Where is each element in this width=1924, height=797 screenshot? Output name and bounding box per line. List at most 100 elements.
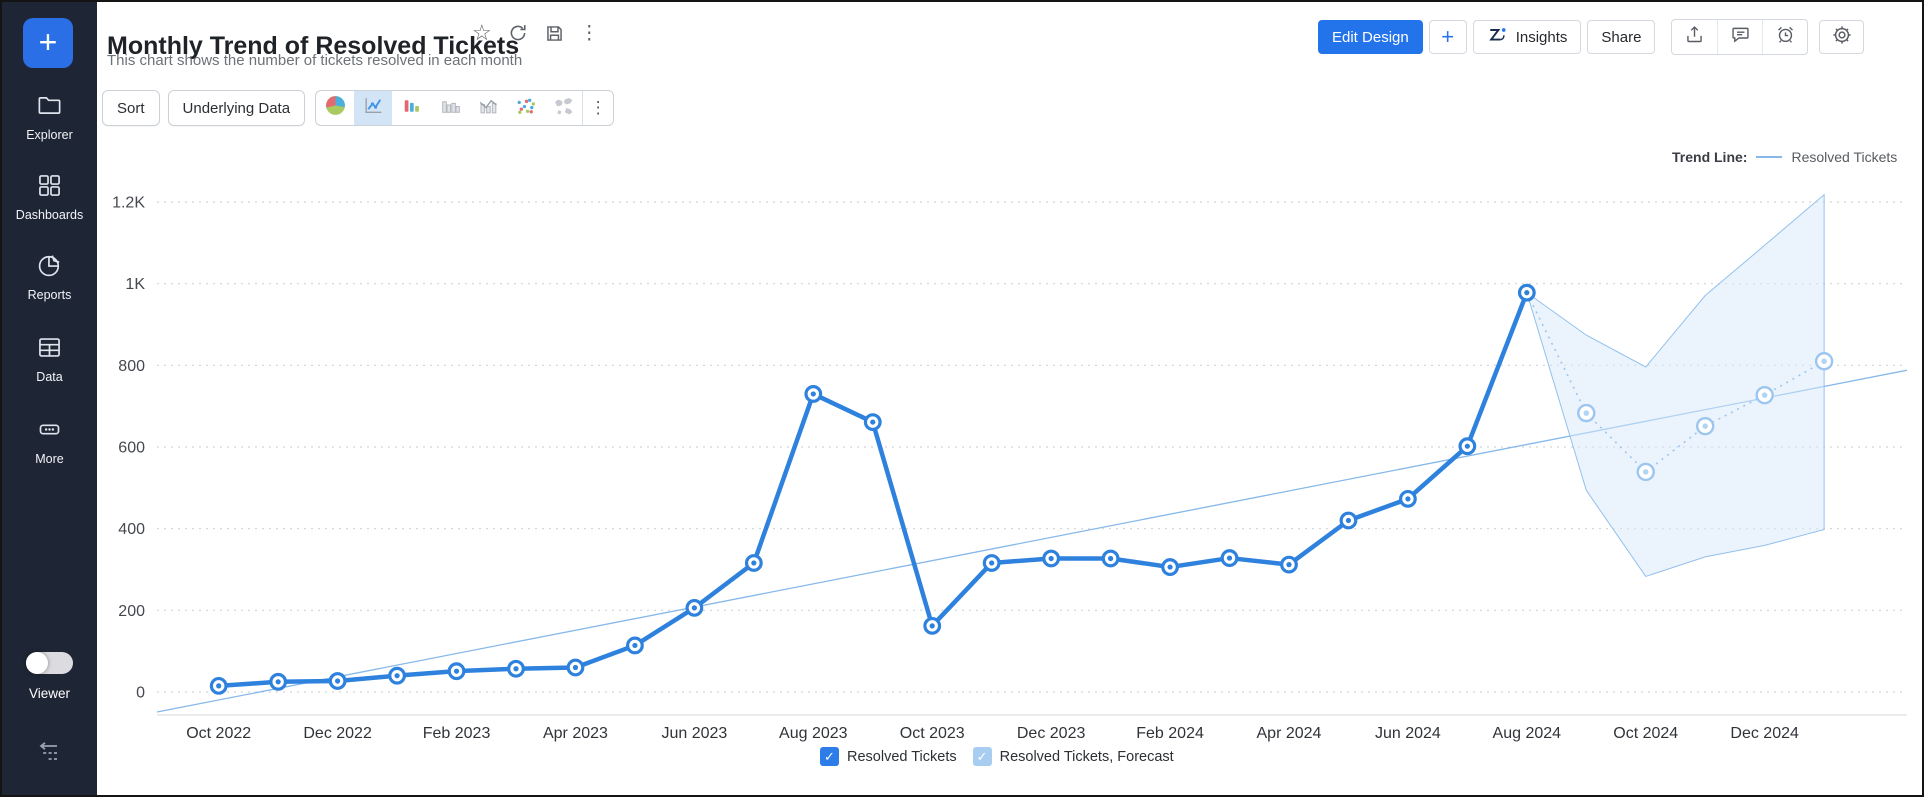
sidebar-item-more[interactable]: More bbox=[2, 416, 97, 466]
svg-text:1.2K: 1.2K bbox=[112, 195, 145, 212]
ellipsis-icon bbox=[36, 424, 63, 447]
svg-text:Oct 2022: Oct 2022 bbox=[186, 725, 251, 742]
trend-line-swatch bbox=[1756, 156, 1783, 158]
collapse-sidebar-button[interactable] bbox=[31, 740, 65, 769]
chart-type-line[interactable] bbox=[354, 91, 393, 125]
create-new-button[interactable]: + bbox=[23, 18, 73, 68]
page-title: Monthly Trend of Resolved Tickets bbox=[107, 31, 520, 60]
folder-icon bbox=[36, 97, 63, 123]
zia-icon bbox=[1487, 25, 1509, 49]
sidebar-item-label: Explorer bbox=[26, 128, 73, 142]
svg-text:Dec 2024: Dec 2024 bbox=[1730, 725, 1799, 742]
chart-type-grouped-bar[interactable] bbox=[430, 91, 468, 125]
forecast-line bbox=[1526, 292, 1825, 473]
add-button[interactable]: + bbox=[1428, 20, 1467, 54]
share-button[interactable]: Share bbox=[1587, 20, 1656, 54]
alert-icon bbox=[1775, 24, 1796, 50]
settings-button[interactable] bbox=[1819, 20, 1865, 54]
sidebar-item-label: Data bbox=[36, 370, 63, 384]
chart-type-bar-line[interactable] bbox=[468, 91, 506, 125]
line-chart-icon bbox=[362, 94, 385, 122]
more-vertical-icon[interactable]: ⋮ bbox=[579, 22, 599, 44]
resolved-tickets-markers bbox=[209, 283, 1536, 695]
y-axis-labels: 0 200 400 600 800 1K 1.2K bbox=[112, 195, 145, 702]
svg-text:Dec 2023: Dec 2023 bbox=[1017, 725, 1086, 742]
viewer-toggle[interactable] bbox=[26, 652, 73, 674]
chart-type-bar[interactable] bbox=[392, 91, 430, 125]
svg-text:200: 200 bbox=[118, 603, 145, 620]
star-icon[interactable]: ☆ bbox=[472, 20, 492, 45]
scatter-chart-icon bbox=[514, 94, 537, 122]
trend-chart[interactable]: 0 200 400 600 800 1K 1.2K Oct 2022 Dec 2022 Feb 2… bbox=[97, 142, 1912, 772]
collapse-arrow-icon bbox=[31, 742, 65, 769]
chart-type-scatter[interactable] bbox=[506, 91, 544, 125]
chart-type-more-button[interactable]: ⋮ bbox=[582, 91, 613, 125]
chart-type-map[interactable] bbox=[544, 91, 582, 125]
alerts-button[interactable] bbox=[1762, 20, 1807, 54]
svg-text:Jun 2023: Jun 2023 bbox=[661, 725, 727, 742]
trend-line-series: Resolved Tickets bbox=[1791, 149, 1898, 165]
export-icon bbox=[1684, 24, 1705, 50]
x-axis-labels: Oct 2022 Dec 2022 Feb 2023 Apr 2023 Jun 2023… bbox=[186, 725, 1799, 742]
zia-insights-label: Insights bbox=[1515, 28, 1568, 46]
sort-button[interactable]: Sort bbox=[102, 90, 160, 126]
forecast-markers bbox=[1577, 352, 1834, 482]
sidebar-item-label: Dashboards bbox=[15, 208, 84, 222]
refresh-icon[interactable] bbox=[507, 20, 529, 46]
legend-label: Resolved Tickets bbox=[847, 748, 957, 765]
toggle-knob bbox=[26, 652, 48, 674]
sidebar-item-reports[interactable]: Reports bbox=[2, 252, 97, 302]
svg-text:Feb 2023: Feb 2023 bbox=[423, 725, 491, 742]
gear-icon bbox=[1831, 24, 1853, 50]
svg-text:Oct 2024: Oct 2024 bbox=[1613, 725, 1678, 742]
svg-text:Aug 2024: Aug 2024 bbox=[1493, 725, 1562, 742]
viewer-label: Viewer bbox=[28, 686, 71, 701]
sidebar-item-dashboards[interactable]: Dashboards bbox=[2, 172, 97, 222]
svg-text:600: 600 bbox=[118, 440, 145, 457]
save-icon[interactable] bbox=[544, 20, 565, 46]
sidebar-item-data[interactable]: Data bbox=[2, 334, 97, 384]
chart-type-pie[interactable] bbox=[316, 91, 354, 125]
svg-text:Apr 2024: Apr 2024 bbox=[1257, 725, 1322, 742]
svg-text:Jun 2024: Jun 2024 bbox=[1375, 725, 1441, 742]
chart-type-selector: ⋮ bbox=[315, 90, 615, 126]
sidebar-item-label: More bbox=[35, 452, 64, 466]
svg-text:Dec 2022: Dec 2022 bbox=[303, 725, 372, 742]
zia-insights-button[interactable]: Insights bbox=[1472, 20, 1582, 54]
dashboard-grid-icon bbox=[36, 175, 63, 203]
svg-text:Apr 2023: Apr 2023 bbox=[543, 725, 608, 742]
forecast-band bbox=[1525, 193, 1825, 578]
sidebar: + Explorer Dashboards Reports bbox=[2, 2, 97, 795]
svg-text:800: 800 bbox=[118, 358, 145, 375]
trend-line-label: Trend Line: bbox=[1672, 149, 1748, 165]
svg-text:Oct 2023: Oct 2023 bbox=[900, 725, 965, 742]
legend-item-resolved-tickets[interactable]: Resolved Tickets bbox=[820, 747, 957, 766]
resolved-tickets-line bbox=[216, 290, 1530, 689]
underlying-data-button[interactable]: Underlying Data bbox=[167, 90, 306, 126]
svg-text:Aug 2023: Aug 2023 bbox=[779, 725, 848, 742]
svg-text:400: 400 bbox=[118, 521, 145, 538]
trend-line-legend: Trend Line: Resolved Tickets bbox=[1672, 149, 1897, 165]
export-button[interactable] bbox=[1672, 20, 1717, 54]
gridlines bbox=[157, 201, 1907, 693]
sidebar-item-label: Reports bbox=[27, 288, 72, 302]
grouped-bar-icon bbox=[438, 94, 461, 122]
legend-item-forecast[interactable]: Resolved Tickets, Forecast bbox=[972, 747, 1174, 766]
sidebar-item-explorer[interactable]: Explorer bbox=[2, 92, 97, 142]
chart-legend: Resolved Tickets Resolved Tickets, Forec… bbox=[820, 747, 1174, 766]
comment-icon bbox=[1730, 24, 1751, 50]
svg-text:0: 0 bbox=[136, 685, 145, 702]
page-subtitle: This chart shows the number of tickets r… bbox=[107, 52, 523, 69]
svg-text:1K: 1K bbox=[125, 276, 145, 293]
bar-chart-icon bbox=[400, 94, 423, 122]
pie-report-icon bbox=[36, 255, 63, 283]
checkbox-checked-icon[interactable] bbox=[972, 747, 992, 766]
edit-design-button[interactable]: Edit Design bbox=[1318, 20, 1423, 54]
legend-label: Resolved Tickets, Forecast bbox=[999, 748, 1174, 765]
pie-chart-icon bbox=[324, 94, 347, 122]
table-icon bbox=[36, 338, 63, 365]
checkbox-checked-icon[interactable] bbox=[820, 747, 839, 766]
header-icon-group bbox=[1671, 19, 1809, 55]
svg-text:Feb 2024: Feb 2024 bbox=[1136, 725, 1204, 742]
comments-button[interactable] bbox=[1717, 20, 1762, 54]
